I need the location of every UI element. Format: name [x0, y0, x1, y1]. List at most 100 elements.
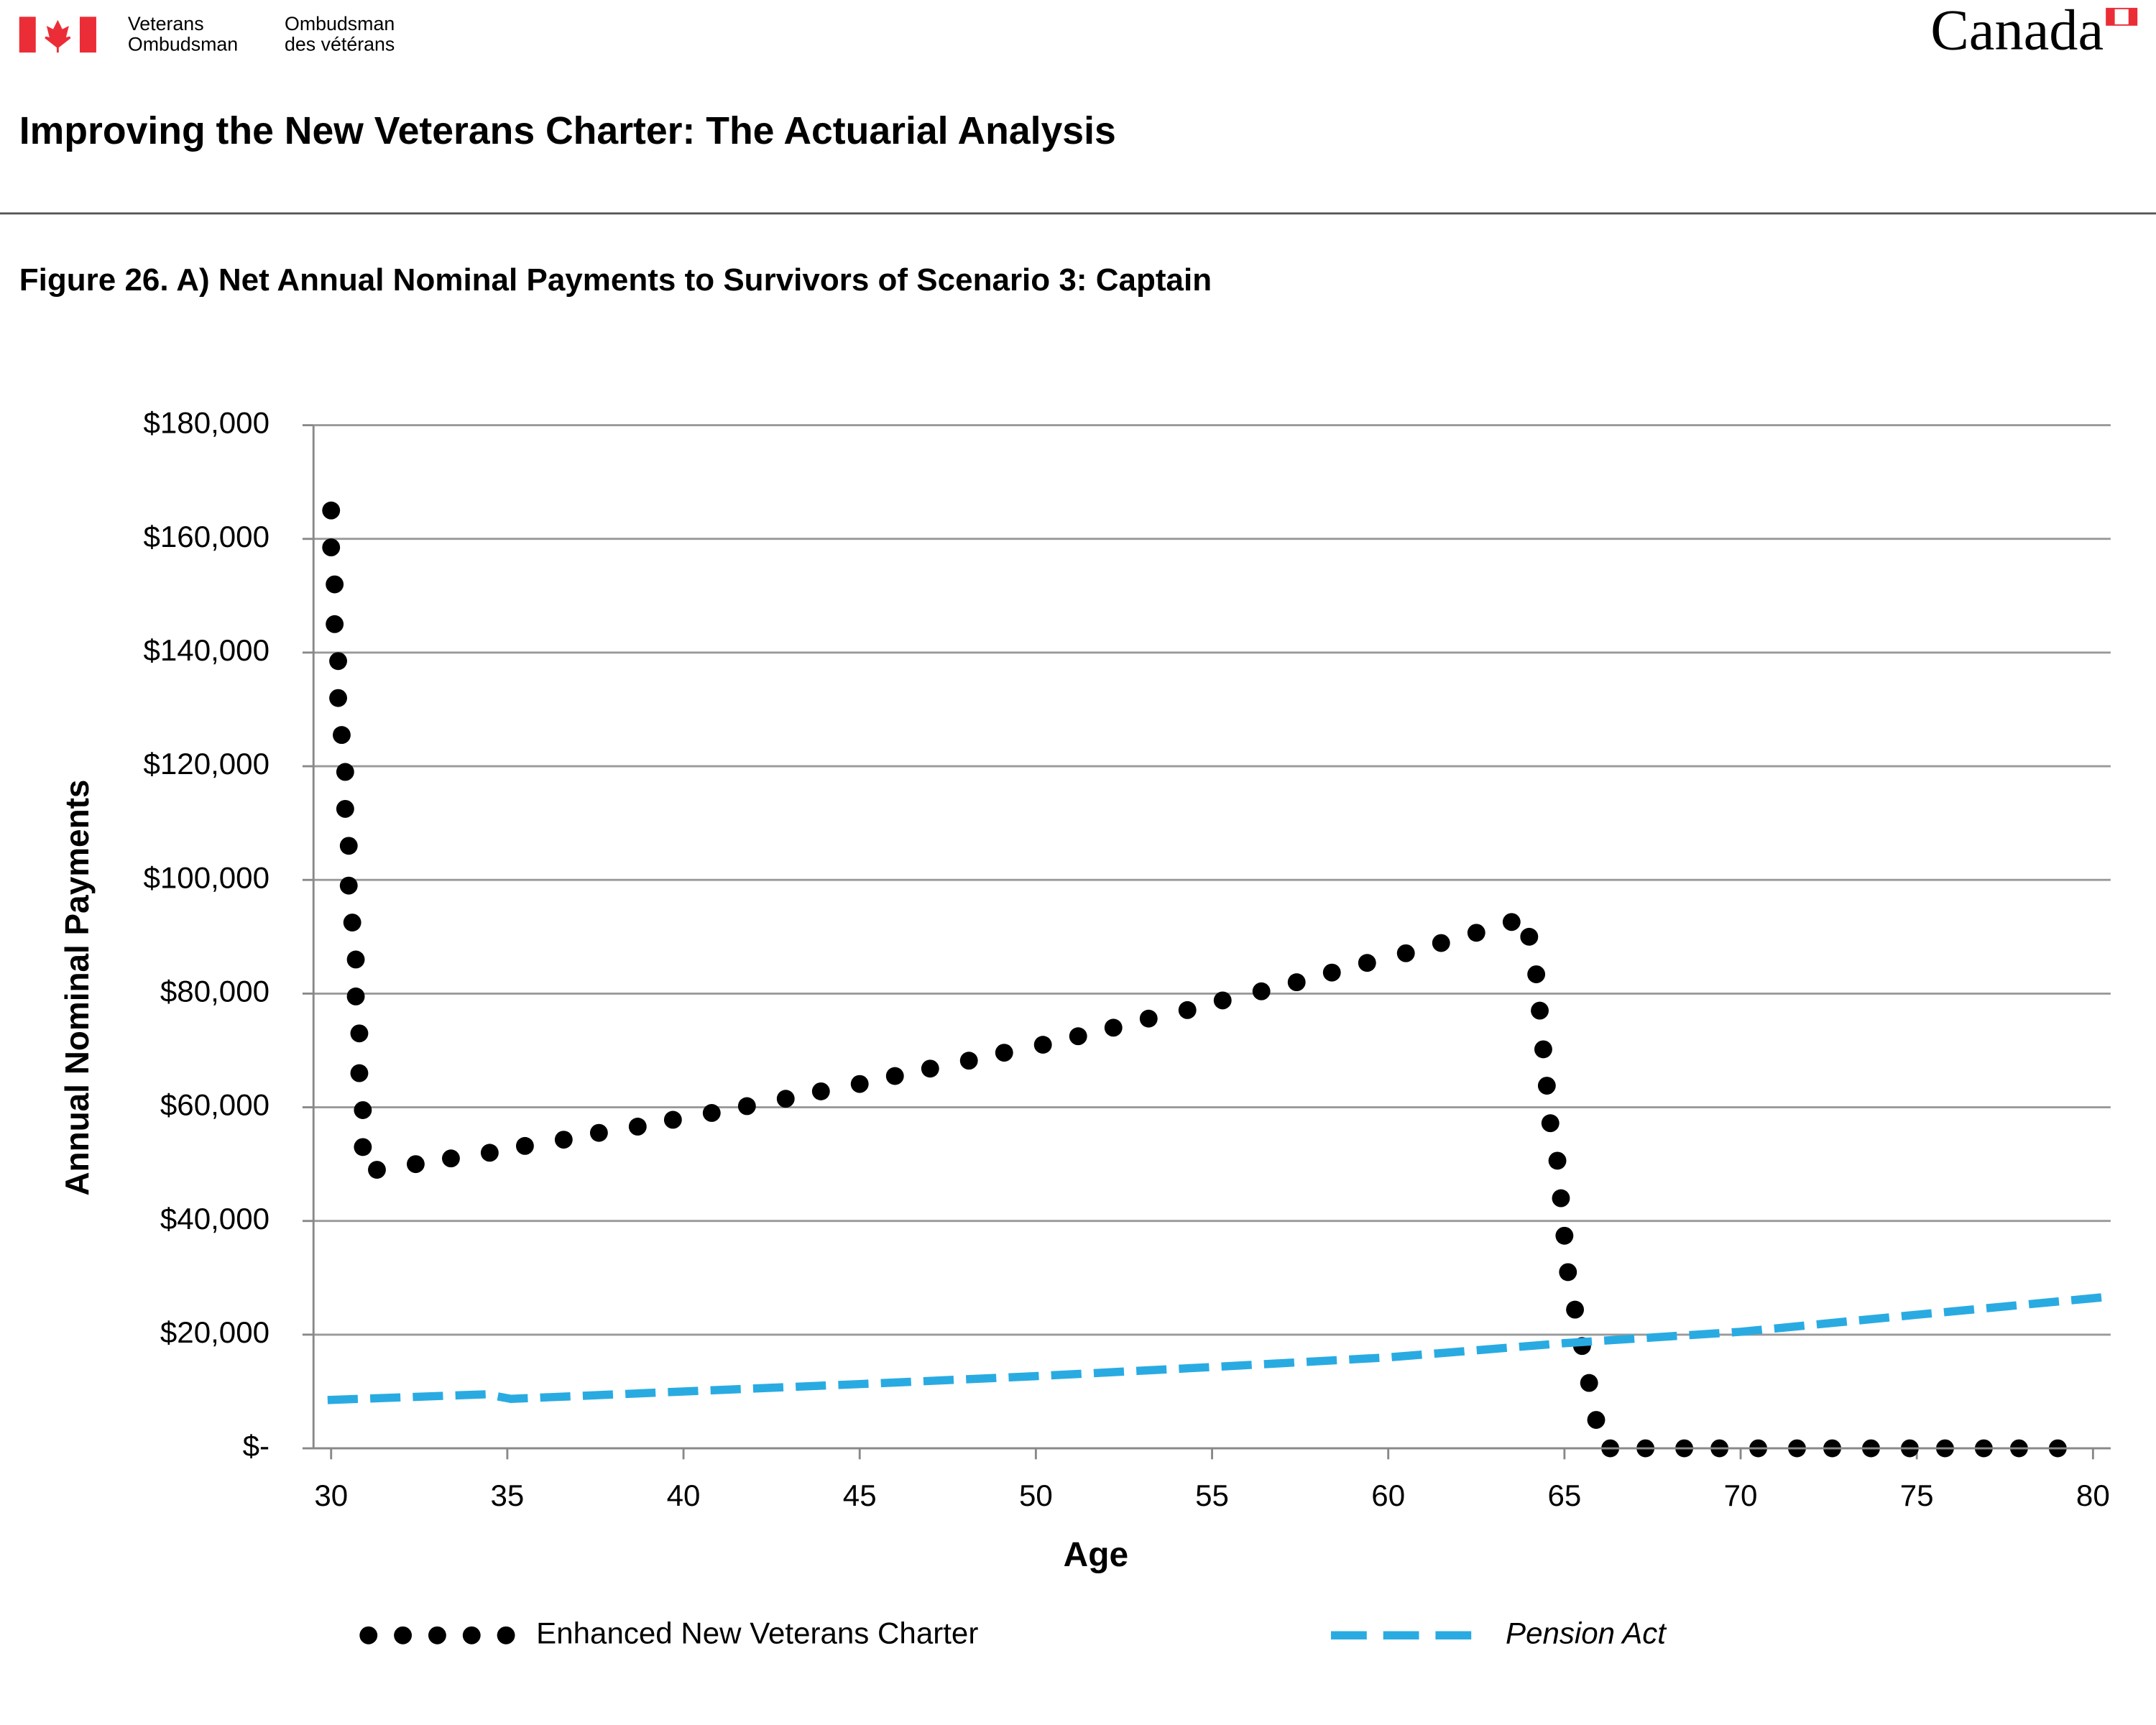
data-point — [322, 501, 341, 520]
data-point — [480, 1144, 499, 1162]
data-point — [350, 1064, 369, 1082]
data-point — [336, 799, 354, 818]
legend-marker — [497, 1626, 515, 1644]
data-point — [1104, 1018, 1123, 1037]
data-point — [322, 538, 341, 557]
x-tick-label: 35 — [490, 1478, 524, 1512]
data-point — [1033, 1036, 1052, 1054]
data-point — [329, 652, 347, 671]
data-point — [1213, 991, 1232, 1010]
data-point — [406, 1155, 425, 1174]
data-point — [343, 914, 361, 932]
x-tick-label: 50 — [1019, 1478, 1053, 1512]
data-point — [628, 1118, 647, 1136]
data-point — [339, 876, 358, 895]
data-point — [442, 1149, 460, 1168]
data-point — [589, 1123, 608, 1142]
flag-bar — [19, 17, 36, 53]
data-point — [959, 1052, 978, 1070]
data-point — [333, 726, 351, 745]
y-tick-label: $40,000 — [160, 1202, 270, 1236]
x-tick-label: 45 — [843, 1478, 877, 1512]
y-tick-label: $100,000 — [143, 860, 270, 894]
data-point — [663, 1110, 682, 1129]
data-point — [554, 1131, 573, 1149]
data-point — [326, 615, 344, 633]
data-point — [850, 1075, 869, 1093]
x-tick-label: 30 — [314, 1478, 348, 1512]
data-point — [1467, 924, 1485, 942]
data-point — [921, 1059, 939, 1078]
x-tick-label: 40 — [667, 1478, 701, 1512]
data-point — [1552, 1189, 1570, 1208]
y-tick-label: $180,000 — [143, 406, 270, 440]
org-name: Ombudsman — [128, 34, 238, 55]
org-name: Ombudsman — [285, 13, 395, 34]
data-point — [1139, 1009, 1158, 1028]
data-point — [1432, 934, 1450, 952]
chart-title: Figure 26. A) Net Annual Nominal Payment… — [19, 262, 1212, 298]
data-point — [326, 575, 344, 594]
legend-marker — [428, 1626, 446, 1644]
data-point — [354, 1138, 372, 1156]
data-point — [336, 763, 354, 781]
data-point — [1178, 1000, 1197, 1019]
data-point — [1559, 1263, 1577, 1282]
data-point — [1534, 1040, 1552, 1059]
data-point — [702, 1104, 721, 1122]
y-tick-label: $120,000 — [143, 747, 270, 781]
legend-label: Enhanced New Veterans Charter — [536, 1616, 978, 1650]
wordmark-flag — [2106, 8, 2115, 25]
data-point — [329, 689, 347, 707]
y-tick-label: $60,000 — [160, 1088, 270, 1122]
x-tick-label: 80 — [2076, 1478, 2110, 1512]
x-axis-label: Age — [1064, 1536, 1128, 1574]
data-point — [1252, 982, 1271, 1000]
x-tick-label: 65 — [1547, 1478, 1581, 1512]
org-name: des vétérans — [285, 34, 395, 55]
data-point — [1531, 1001, 1549, 1020]
data-point — [346, 987, 365, 1006]
data-point — [1527, 965, 1546, 983]
series-line — [327, 1292, 2111, 1404]
legend-marker — [462, 1626, 481, 1644]
data-point — [776, 1090, 795, 1108]
legend-marker — [394, 1626, 413, 1644]
data-point — [737, 1097, 756, 1116]
data-point — [811, 1082, 830, 1100]
data-point — [1520, 927, 1539, 946]
data-point — [1502, 913, 1521, 932]
x-tick-label: 70 — [1724, 1478, 1758, 1512]
data-point — [368, 1161, 386, 1179]
org-name: Veterans — [128, 13, 204, 34]
data-point — [1537, 1077, 1556, 1095]
data-point — [1587, 1411, 1606, 1429]
data-point — [1396, 944, 1415, 962]
data-point — [885, 1067, 904, 1085]
data-point — [1069, 1027, 1087, 1046]
legend-marker — [359, 1626, 378, 1644]
data-point — [1580, 1374, 1598, 1392]
maple-leaf — [45, 19, 71, 53]
data-point — [515, 1136, 534, 1155]
flag-bar — [79, 17, 96, 53]
data-point — [1555, 1226, 1574, 1245]
data-point — [1548, 1151, 1567, 1170]
y-axis-label: Annual Nominal Payments — [58, 780, 96, 1196]
x-tick-label: 60 — [1371, 1478, 1405, 1512]
y-tick-label: $- — [243, 1429, 270, 1463]
x-tick-label: 75 — [1900, 1478, 1934, 1512]
data-point — [1287, 973, 1306, 992]
data-point — [339, 837, 358, 855]
data-point — [1566, 1300, 1585, 1319]
data-point — [1358, 954, 1376, 972]
y-tick-label: $160,000 — [143, 520, 270, 553]
data-point — [1322, 963, 1341, 982]
legend-label: Pension Act — [1506, 1616, 1667, 1650]
data-point — [354, 1101, 372, 1119]
data-point — [1541, 1114, 1560, 1133]
wordmark-flag — [2128, 8, 2137, 25]
data-point — [350, 1024, 369, 1043]
